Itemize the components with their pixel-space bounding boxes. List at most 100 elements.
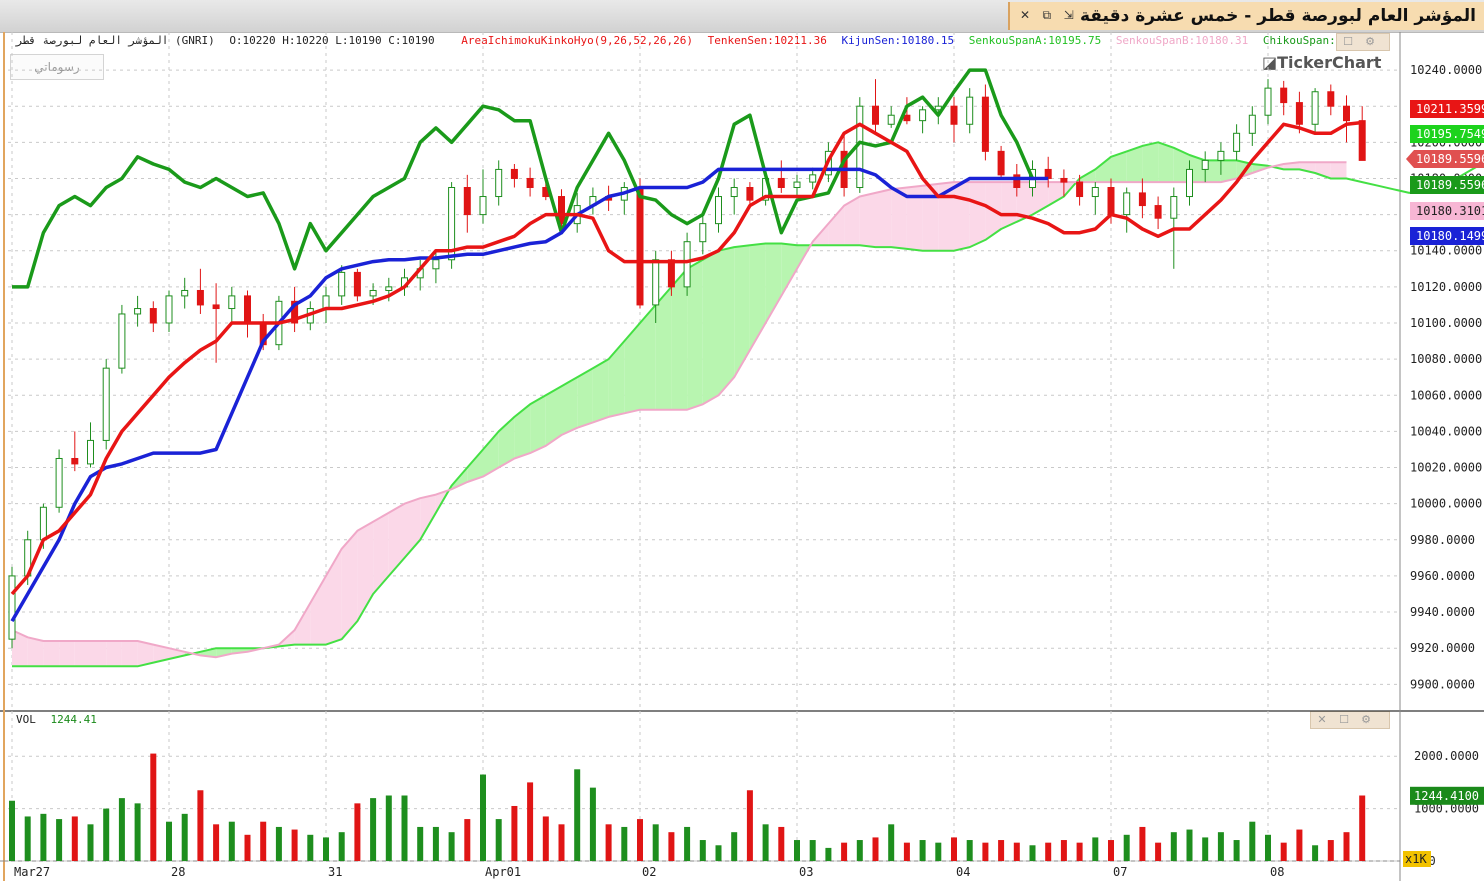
restore-icon[interactable]: ⧉ <box>1042 8 1052 22</box>
volume-bar <box>888 824 895 861</box>
volume-bar <box>699 840 706 861</box>
x-tick-label: 02 <box>642 865 656 879</box>
cloud-segment <box>640 304 656 410</box>
volume-bar <box>103 808 110 861</box>
cloud-segment <box>1095 156 1111 183</box>
detach-icon[interactable]: ⇲ <box>1063 8 1074 22</box>
candle-body <box>55 457 63 508</box>
cloud-segment <box>561 377 578 436</box>
candle-body <box>526 177 534 188</box>
volume-bar <box>495 819 502 861</box>
candle-body <box>149 308 157 324</box>
candle-body <box>1343 105 1350 122</box>
volume-bar <box>354 803 361 861</box>
volume-bar <box>951 837 957 861</box>
candle-body <box>165 295 173 324</box>
volume-bar <box>762 824 769 861</box>
volume-bar <box>684 826 691 861</box>
cloud-segment <box>875 189 892 248</box>
cloud-segment <box>938 182 954 251</box>
candle-body <box>495 168 503 198</box>
candle-body <box>715 196 722 225</box>
volume-bar <box>621 826 628 861</box>
candle-body <box>228 295 236 310</box>
cloud-segment <box>1142 142 1159 183</box>
volume-bar <box>118 798 125 861</box>
cloud-segment <box>90 640 107 667</box>
candle-body <box>244 295 251 324</box>
volume-bar <box>605 824 612 861</box>
volume-bar <box>637 819 643 861</box>
volume-bar <box>166 821 172 861</box>
value-badge <box>1410 125 1484 143</box>
x-tick-label: 28 <box>171 865 185 879</box>
volume-bar <box>652 824 659 861</box>
volume-bar <box>935 842 942 861</box>
y-tick-label: 9940.0000 <box>1410 605 1475 619</box>
close-icon[interactable]: ✕ <box>1019 8 1031 22</box>
candle-body <box>87 439 94 465</box>
volume-bar <box>71 816 78 861</box>
senkou-span-a-line <box>12 141 1484 668</box>
maximize-icon[interactable]: ☐ <box>1343 35 1353 48</box>
y-tick-label: 10120.0000 <box>1410 280 1482 294</box>
value-badge-text: 10211.3599 <box>1416 102 1484 116</box>
y-tick-label: 9900.0000 <box>1410 677 1475 691</box>
cloud-segment <box>310 575 326 645</box>
volume-panel-controls: ✕ ☐ ⚙ <box>1310 711 1390 729</box>
volume-bar <box>323 837 329 861</box>
cloud-segment <box>1158 142 1174 183</box>
volume-bar <box>558 824 565 861</box>
value-badge-text: 10189.5596 <box>1416 178 1484 192</box>
x-tick-label: 31 <box>328 865 342 879</box>
volume-bar <box>244 834 251 861</box>
volume-badge <box>1410 786 1484 805</box>
cloud-segment <box>954 182 970 251</box>
cloud-segment <box>373 512 389 594</box>
candle-body <box>966 96 974 125</box>
legend-indicator[interactable]: AreaIchimokuKinkoHyo(9,26,52,26,26) <box>461 34 694 47</box>
title-tab[interactable]: ✕ ⧉ ⇲ المؤشر العام لبورصة قطر - خمس عشرة… <box>1008 2 1484 30</box>
cloud-segment <box>828 205 845 246</box>
cloud-segment <box>341 530 358 640</box>
value-badge <box>1410 176 1484 194</box>
candle-body <box>196 289 204 306</box>
y-tick-label: 9920.0000 <box>1410 641 1475 655</box>
volume-bar <box>574 769 581 861</box>
volume-bar <box>197 790 204 861</box>
brand-logo: ◪TickerChart <box>1262 53 1382 72</box>
value-badge <box>1410 100 1484 118</box>
candle-body <box>102 367 110 441</box>
legend-span-a: SenkouSpanA:10195.75 <box>968 34 1102 47</box>
settings-icon[interactable]: ⚙ <box>1361 713 1371 726</box>
cloud-segment <box>734 245 750 378</box>
cloud-segment <box>844 196 860 246</box>
y-tick-label: 9980.0000 <box>1410 533 1475 547</box>
cloud-segment <box>326 548 342 645</box>
volume-bar <box>87 824 94 861</box>
candle-body <box>134 308 142 315</box>
chikou-span-line <box>12 68 1035 289</box>
legend-span-b: SenkouSpanB:10180.31 <box>1115 34 1249 47</box>
candle-body <box>322 295 330 310</box>
close-panel-icon[interactable]: ✕ <box>1317 713 1327 726</box>
legend-tenkan: TenkenSen:10211.36 <box>707 34 827 47</box>
cloud-segment <box>1016 182 1033 222</box>
volume-bar <box>307 834 314 861</box>
volume-bar <box>1155 842 1162 861</box>
volume-bar <box>260 821 267 861</box>
volume-value: 1244.41 <box>50 713 97 726</box>
candle-body <box>1123 192 1131 216</box>
cloud-segment <box>388 503 405 576</box>
candle-body <box>181 289 189 297</box>
volume-bar <box>511 805 518 861</box>
y-tick-label: 9960.0000 <box>1410 569 1475 583</box>
volume-bar <box>432 826 439 861</box>
volume-bar <box>1249 821 1256 861</box>
maximize-icon[interactable]: ☐ <box>1339 713 1349 726</box>
cloud-segment <box>27 637 44 667</box>
cloud-segment <box>1001 182 1017 230</box>
volume-bar <box>1123 834 1130 861</box>
settings-icon[interactable]: ⚙ <box>1365 35 1375 48</box>
